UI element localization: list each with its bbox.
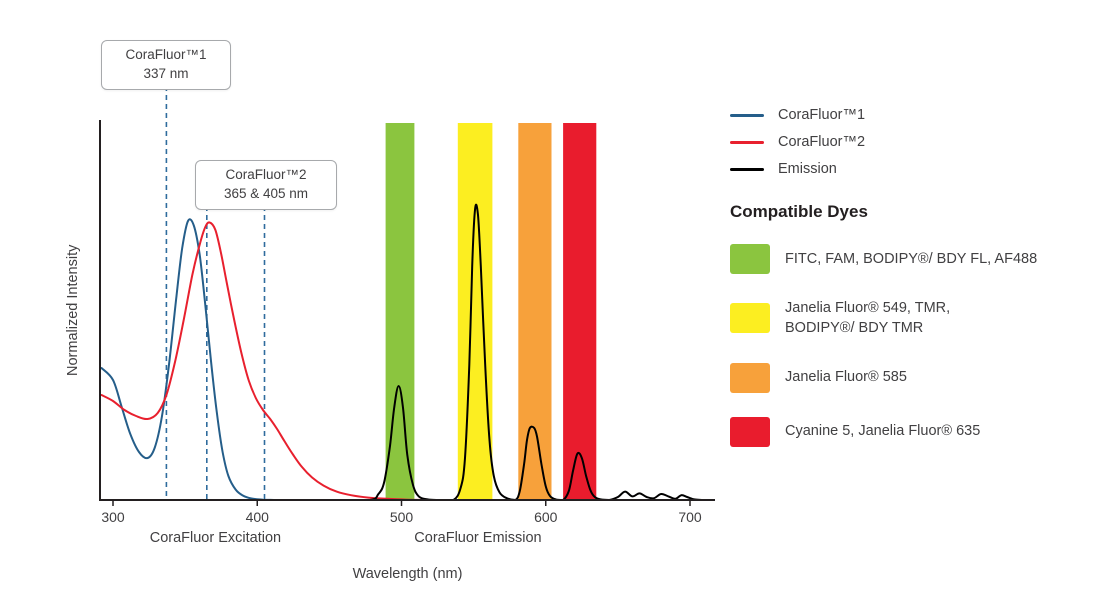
legend-item-corafluor1: CoraFluor™1: [730, 106, 1102, 124]
x-axis-label: Wavelength (nm): [352, 566, 463, 582]
dye-swatch-orange: [730, 362, 770, 393]
x-tick-label: 300: [101, 509, 125, 525]
x-axis-caption: CoraFluor Emission: [414, 530, 541, 546]
legend-label: CoraFluor™1: [778, 107, 866, 123]
corafluor1-line-swatch: [730, 113, 764, 117]
emission-line-swatch: [730, 167, 764, 171]
annotation-subtitle: 365 & 405 nm: [223, 185, 309, 201]
annotation-corafluor2-box: CoraFluor™2 365 & 405 nm: [195, 160, 337, 210]
dye-item-yellow: Janelia Fluor® 549, TMR, BODIPY®/ BDY TM…: [730, 298, 1102, 339]
compatible-dyes-heading: Compatible Dyes: [730, 202, 868, 221]
legend-panel: CoraFluor™1 CoraFluor™2 Emission Compati…: [730, 106, 1102, 471]
dye-swatch-green: [730, 244, 770, 274]
dye-item-orange: Janelia Fluor® 585: [730, 362, 1102, 393]
series-curve-emission: [112, 203, 703, 502]
spectra-chart: 300 400 500 600 700 CoraFluor Excitation CoraF…: [99, 86, 715, 546]
dye-item-green: FITC, FAM, BODIPY®/ BDY FL, AF488: [730, 244, 1102, 274]
legend-label: CoraFluor™2: [778, 134, 866, 150]
legend-item-corafluor2: CoraFluor™2: [730, 133, 1102, 151]
filter-band-red: [563, 123, 597, 500]
x-tick-label: 500: [390, 509, 414, 525]
dye-item-red: Cyanine 5, Janelia Fluor® 635: [730, 416, 1102, 447]
x-tick-label: 400: [246, 509, 270, 525]
corafluor2-line-swatch: [730, 140, 764, 144]
filter-band-yellow: [457, 123, 493, 500]
dye-label: Cyanine 5, Janelia Fluor® 635: [785, 423, 981, 440]
annotation-corafluor1-box: CoraFluor™1 337 nm: [101, 40, 231, 90]
x-tick-label: 600: [534, 509, 558, 525]
x-axis-caption: CoraFluor Excitation: [150, 530, 281, 546]
annotation-subtitle: 337 nm: [143, 65, 189, 81]
series-curve-corafluor-2: [100, 221, 432, 501]
x-tick-label: 700: [678, 509, 702, 525]
dye-label: FITC, FAM, BODIPY®/ BDY FL, AF488: [785, 250, 1038, 267]
annotation-title: CoraFluor™1: [125, 47, 207, 62]
axes: [99, 120, 715, 501]
dye-swatch-yellow: [730, 303, 770, 334]
series-curve-corafluor-1: [100, 218, 276, 501]
y-axis-label: Normalized Intensity: [65, 244, 81, 376]
annotation-title: CoraFluor™2: [225, 167, 307, 182]
dye-swatch-red: [730, 416, 770, 447]
legend-label: Emission: [778, 161, 837, 177]
dye-label: Janelia Fluor® 549, TMR, BODIPY®/ BDY TM…: [785, 300, 951, 337]
filter-band-orange: [518, 123, 552, 500]
dye-label: Janelia Fluor® 585: [785, 369, 907, 386]
legend-item-emission: Emission: [730, 160, 1102, 178]
